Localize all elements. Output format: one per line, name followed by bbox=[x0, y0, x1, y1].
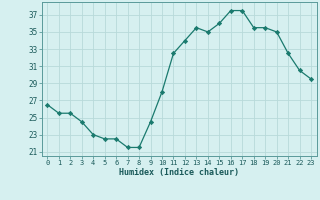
X-axis label: Humidex (Indice chaleur): Humidex (Indice chaleur) bbox=[119, 168, 239, 177]
